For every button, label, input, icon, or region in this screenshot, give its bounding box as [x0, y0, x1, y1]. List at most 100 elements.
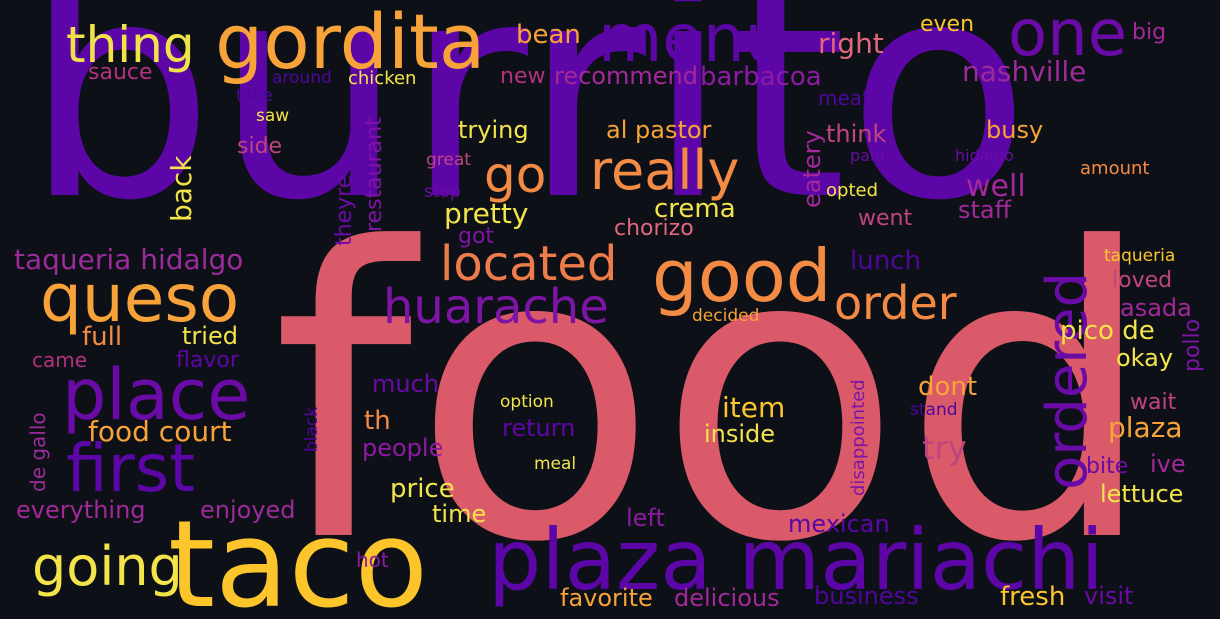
word-everything: everything [16, 496, 146, 524]
word-side: side [237, 134, 283, 159]
word-go: go [484, 146, 547, 204]
word-try: try [922, 429, 967, 467]
word-trying: trying [458, 116, 529, 144]
word-de-gallo: de gallo [26, 412, 50, 492]
word-much: much [372, 370, 439, 398]
word-fresh: fresh [1000, 582, 1066, 612]
word-well: well [966, 169, 1026, 204]
word-business: business [814, 582, 919, 610]
word-wait: wait [1130, 390, 1177, 415]
word-thing: thing [66, 16, 195, 74]
word-plaza: plaza [1108, 411, 1183, 444]
word-left: left [626, 504, 665, 532]
word-enjoyed: enjoyed [200, 496, 296, 524]
word-option: option [500, 392, 554, 412]
word-asada: asada [1120, 294, 1192, 322]
word-loved: loved [1112, 268, 1173, 293]
word-plaza-mariachi: plaza mariachi [488, 511, 1104, 609]
word-going: going [32, 535, 183, 598]
word-paid: paid [850, 146, 885, 165]
word-stand: stand [910, 400, 958, 420]
word-recommend: recommend [554, 62, 698, 90]
word-gordita: gordita [215, 0, 486, 86]
word-item: item [722, 391, 786, 424]
word-lunch: lunch [850, 246, 921, 276]
word-got: got [458, 224, 495, 249]
word-first: first [66, 430, 195, 507]
word-barbacoa: barbacoa [700, 62, 822, 92]
word-taqueria-hidalgo: taqueria hidalgo [14, 243, 244, 276]
word-time: time [432, 500, 487, 528]
word-busy: busy [986, 116, 1044, 144]
word-food-court: food court [88, 415, 232, 448]
word-right: right [818, 27, 884, 60]
word-restaurant: restaurant [362, 117, 387, 232]
word-flavor: flavor [176, 348, 239, 373]
word-mexican: mexican [788, 510, 890, 538]
word-bite: bite [1086, 454, 1129, 479]
word-dont: dont [918, 372, 978, 402]
word-menu: menu [598, 0, 787, 77]
word-favorite: favorite [560, 584, 653, 612]
word-th: th [364, 406, 391, 436]
word-chorizo: chorizo [614, 216, 694, 241]
word-food: food [272, 165, 1157, 619]
word-black: black [302, 406, 322, 452]
word-staff: staff [958, 196, 1012, 224]
word-meat: meat [818, 86, 870, 110]
word-pollo: pollo [1180, 318, 1205, 372]
word-delicious: delicious [674, 584, 780, 612]
word-even: even [920, 12, 975, 37]
word-pretty: pretty [444, 197, 529, 230]
word-back: back [165, 155, 198, 222]
word-big: big [1132, 20, 1167, 45]
word-went: went [858, 206, 913, 231]
word-visit: visit [1084, 582, 1134, 610]
word-hot: hot [356, 548, 389, 572]
word-sauce: sauce [88, 60, 153, 85]
word-eatery: eatery [798, 130, 826, 208]
word-bean: bean [516, 20, 581, 50]
dot-decoration [758, 26, 784, 52]
word-return: return [502, 414, 576, 442]
word-good: good [652, 234, 832, 318]
word-new: new [500, 64, 546, 89]
word-full: full [82, 322, 123, 352]
word-really: really [590, 139, 740, 202]
word-taco: taco [168, 496, 428, 619]
word-nashville: nashville [962, 55, 1087, 88]
word-amount: amount [1080, 158, 1150, 179]
word-tried: tried [182, 322, 238, 350]
word-crema: crema [654, 194, 736, 224]
word-huarache: huarache [383, 279, 609, 335]
word-stop: stop [424, 182, 461, 202]
word-price: price [390, 474, 455, 504]
word-opted: opted [826, 180, 878, 201]
word-saw: saw [256, 106, 290, 126]
word-think: think [826, 120, 887, 148]
word-disappointed: disappointed [848, 379, 869, 496]
word-came: came [32, 348, 88, 372]
word-great: great [426, 150, 471, 170]
word-place: place [62, 354, 251, 436]
word-meal: meal [534, 454, 577, 474]
word-chicken: chicken [348, 68, 417, 89]
word-take: take [236, 86, 273, 106]
word-located: located [440, 236, 618, 292]
word-lettuce: lettuce [1100, 480, 1184, 508]
word-al-pastor: al pastor [606, 116, 712, 144]
word-hidalgo: hidalgo [955, 146, 1014, 165]
word-pico-de: pico de [1060, 316, 1155, 346]
word-one: one [1008, 0, 1128, 71]
word-ive: ive [1150, 450, 1186, 478]
word-decided: decided [692, 306, 760, 326]
word-inside: inside [704, 420, 776, 448]
word-taqueria: taqueria [1104, 246, 1176, 266]
word-theyre: theyre [332, 174, 357, 246]
word-around: around [272, 68, 332, 88]
word-order: order [834, 276, 957, 330]
word-burrito: burrito [24, 0, 1031, 266]
word-queso: queso [40, 260, 240, 337]
word-people: people [362, 434, 444, 462]
